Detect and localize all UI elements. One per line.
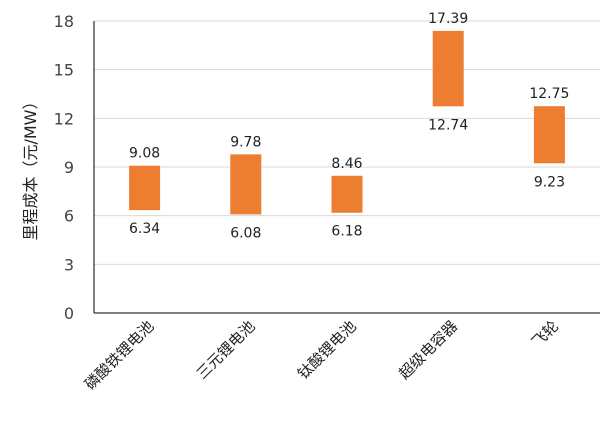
- y-axis-title: 里程成本（元/MW）: [21, 93, 40, 240]
- y-tick-label: 15: [54, 61, 74, 80]
- y-tick-label: 9: [64, 158, 74, 177]
- category-label: 三元锂电池: [193, 317, 259, 383]
- high-value-label: 12.75: [529, 86, 569, 102]
- y-tick-label: 12: [54, 109, 74, 128]
- gridlines: [94, 20, 600, 265]
- data-labels: 9.08 6.34 9.78 6.08 8.46 6.18 17.39 12.74 12.75 9…: [129, 11, 569, 241]
- category-labels: 磷酸铁锂电池 三元锂电池 钛酸锂电池 超级电容器 飞轮: [81, 317, 562, 393]
- high-value-label: 17.39: [428, 11, 468, 27]
- low-value-label: 6.34: [129, 221, 160, 237]
- category-label: 磷酸铁锂电池: [81, 317, 157, 393]
- y-tick-label: 6: [64, 207, 74, 226]
- high-value-label: 9.78: [230, 134, 261, 150]
- low-value-label: 9.23: [534, 174, 565, 190]
- low-value-label: 12.74: [428, 117, 468, 133]
- category-label: 超级电容器: [395, 317, 461, 383]
- y-tick-label: 3: [64, 255, 74, 274]
- range-bar: [432, 30, 464, 107]
- low-value-label: 6.08: [230, 225, 261, 241]
- y-axis-ticks: 0 3 6 9 12 15 18: [54, 12, 74, 323]
- range-bar: [129, 165, 161, 211]
- range-bar: [230, 154, 262, 215]
- low-value-label: 6.18: [331, 224, 362, 240]
- range-bars: [129, 30, 565, 215]
- range-bar: [533, 106, 565, 164]
- range-bar: [331, 175, 363, 213]
- y-tick-label: 18: [54, 12, 74, 31]
- high-value-label: 8.46: [331, 156, 362, 172]
- category-label: 钛酸锂电池: [294, 317, 360, 383]
- y-tick-label: 0: [64, 304, 74, 323]
- high-value-label: 9.08: [129, 146, 160, 162]
- category-label: 飞轮: [528, 317, 562, 351]
